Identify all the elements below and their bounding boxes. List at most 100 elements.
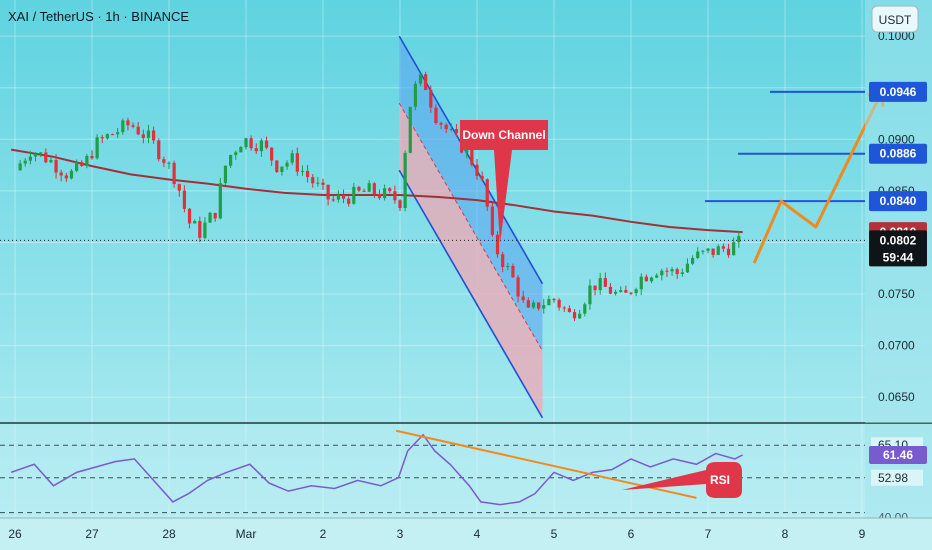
target-level-tag: 0.0946: [880, 85, 917, 99]
price-tick-label: 0.0750: [878, 287, 915, 301]
candle-body: [629, 292, 633, 294]
candle-body: [23, 160, 27, 164]
candle-body: [521, 296, 525, 301]
candle-body: [352, 186, 356, 204]
candle-body: [152, 130, 156, 141]
candle-body: [737, 236, 741, 243]
chart-title: XAI / TetherUS · 1h · BINANCE: [8, 9, 189, 24]
candle-body: [649, 277, 654, 282]
candle-body: [485, 179, 489, 207]
candle-body: [295, 153, 299, 172]
candle-body: [639, 276, 643, 290]
candle-body: [691, 257, 695, 264]
candle-body: [54, 159, 58, 173]
candle-body: [234, 152, 238, 155]
candle-body: [110, 134, 115, 136]
candle-body: [393, 191, 397, 201]
candle-body: [531, 302, 536, 308]
candle-body: [475, 164, 479, 176]
candle-body: [511, 265, 515, 278]
candle-body: [100, 137, 104, 139]
currency-button[interactable]: USDT: [871, 5, 919, 33]
candle-body: [542, 305, 546, 309]
candle-body: [444, 124, 448, 130]
candle-body: [223, 165, 228, 184]
candle-body: [316, 182, 320, 184]
currency-button-label[interactable]: USDT: [879, 13, 912, 27]
candle-body: [655, 275, 659, 278]
target-level-tag: 0.0886: [880, 147, 917, 161]
candle-body: [572, 312, 577, 319]
price-tick-label: 0.0700: [878, 339, 915, 353]
candles: [18, 71, 741, 322]
candle-body: [413, 83, 417, 107]
candle-body: [706, 248, 710, 251]
candle-body: [146, 130, 151, 138]
candle-body: [59, 172, 63, 176]
rsi-current-tag-box: [869, 445, 927, 464]
candle-body: [614, 291, 618, 294]
time-tick-label: 27: [85, 527, 99, 541]
candle-body: [39, 152, 43, 154]
candle-body: [418, 74, 423, 84]
candle-body: [75, 162, 79, 171]
candle-body: [105, 134, 109, 139]
time-tick-label: Mar: [236, 527, 257, 541]
rsi-callout: RSI: [622, 462, 742, 498]
candle-body: [408, 106, 412, 153]
candle-body: [680, 272, 684, 274]
projection-path: [752, 92, 883, 264]
candle-body: [254, 148, 258, 152]
candle-body: [347, 198, 351, 204]
price-axis[interactable]: 0.10000.09000.08500.07500.07000.06500.09…: [865, 0, 932, 423]
candle-body: [229, 154, 233, 166]
candle-body: [49, 159, 53, 163]
candle-body: [608, 286, 613, 294]
candle-body: [300, 170, 305, 172]
rsi-callout-shape: [622, 462, 742, 498]
candle-body: [18, 163, 22, 171]
candle-body: [167, 162, 171, 164]
annotations: Down Channel: [460, 120, 548, 244]
rsi-level-tag-box: [871, 469, 923, 486]
candle-body: [490, 206, 494, 235]
candle-body: [434, 107, 438, 123]
candle-body: [470, 148, 474, 165]
target-level-tag-box: [869, 143, 927, 164]
candle-body: [711, 248, 715, 255]
candle-body: [516, 277, 520, 297]
candle-body: [377, 194, 382, 199]
candle-body: [259, 140, 263, 152]
candle-body: [321, 182, 325, 185]
candle-body: [208, 212, 212, 223]
rsi-level-tick: 52.98: [878, 471, 908, 485]
candle-body: [362, 190, 366, 192]
time-tick-label: 7: [705, 527, 712, 541]
candle-body: [547, 299, 551, 306]
candle-body: [634, 289, 638, 294]
candle-body: [726, 248, 731, 256]
candle-body: [264, 140, 269, 148]
current-price-tag: 0.0802: [880, 233, 917, 247]
rsi-callout-label: RSI: [710, 473, 730, 487]
candle-body: [33, 153, 38, 157]
candle-body: [670, 269, 674, 272]
candle-body: [336, 194, 340, 200]
time-axis[interactable]: 26 27 28 Mar 2 3 4 5 6 7 8 9: [0, 517, 932, 550]
candle-body: [121, 120, 125, 133]
candle-body: [429, 89, 433, 108]
candle-body: [624, 290, 628, 293]
candle-body: [218, 183, 222, 219]
currency-button-frame[interactable]: [871, 5, 919, 33]
down-channel-callout: [460, 120, 548, 244]
candle-body: [357, 186, 361, 191]
candle-body: [198, 221, 202, 238]
candle-body: [449, 129, 453, 131]
candle-body: [578, 313, 582, 319]
candle-body: [249, 138, 253, 149]
target-level-tag-box: [869, 81, 927, 102]
candle-body: [562, 307, 566, 309]
candle-body: [660, 270, 664, 276]
